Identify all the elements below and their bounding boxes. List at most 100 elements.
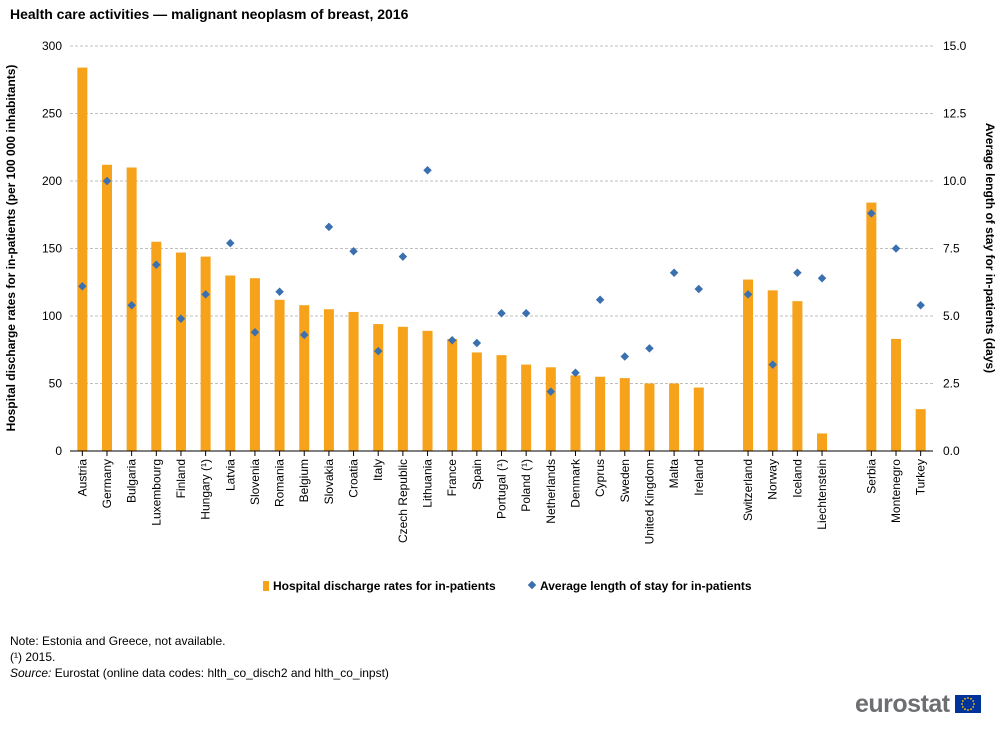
- bar: [644, 383, 655, 451]
- category-label: Switzerland: [741, 459, 755, 521]
- bar: [447, 338, 458, 451]
- right-tick-label: 7.5: [943, 242, 960, 256]
- bar: [767, 290, 778, 451]
- point: [226, 238, 235, 248]
- point: [669, 268, 679, 278]
- bar: [915, 409, 926, 451]
- category-label: United Kingdom: [642, 459, 656, 544]
- point: [472, 338, 482, 348]
- bar: [471, 352, 482, 451]
- point: [546, 387, 556, 396]
- category-label: Romania: [273, 459, 287, 507]
- category-label: Croatia: [347, 459, 361, 498]
- source-text: Eurostat (online data codes: hlth_co_dis…: [51, 666, 389, 680]
- point: [916, 300, 925, 310]
- category-label: Hungary (¹): [199, 459, 213, 520]
- flag-star: [961, 706, 964, 708]
- bar: [200, 256, 211, 451]
- bar: [225, 275, 236, 451]
- category-label: Czech Republic: [396, 459, 410, 543]
- point-series: [78, 165, 925, 396]
- category-label: Germany: [100, 459, 114, 508]
- bar: [619, 378, 630, 451]
- category-label: Cyprus: [593, 459, 607, 497]
- right-tick-label: 12.5: [943, 107, 967, 121]
- category-label: Lithuania: [421, 459, 435, 508]
- combo-chart: 0 50 100 150 200 250 300 0.0 2.5 5.0 7.5 10.0 12.5 1…: [4, 39, 997, 593]
- left-axis-title: Hospital discharge rates for in-patients…: [4, 65, 18, 432]
- point: [423, 165, 432, 175]
- footnote-text: (¹) 2015.: [10, 650, 56, 664]
- left-tick-label: 300: [42, 39, 62, 53]
- category-label: Ireland: [692, 459, 706, 496]
- category-label: Italy: [371, 459, 385, 481]
- left-axis-ticks: 0 50 100 150 200 250 300: [42, 39, 62, 458]
- eurostat-logo: eurostat: [855, 690, 981, 718]
- gridlines: [70, 45, 933, 384]
- bar: [817, 433, 828, 451]
- flag-star: [966, 709, 969, 711]
- category-label: Iceland: [790, 459, 804, 498]
- source-label: Source:: [10, 666, 52, 680]
- flag-star: [963, 697, 966, 700]
- point: [102, 176, 112, 186]
- bar: [299, 305, 310, 451]
- bar: [570, 375, 581, 451]
- point: [250, 327, 260, 337]
- point: [793, 268, 802, 278]
- point: [743, 290, 753, 299]
- point: [127, 300, 136, 310]
- note-text: Note: Estonia and Greece, not available.: [10, 634, 226, 648]
- point: [152, 260, 161, 269]
- flag-star: [969, 708, 972, 711]
- category-label: Spain: [470, 459, 484, 490]
- bar: [274, 299, 285, 451]
- point: [817, 273, 827, 283]
- flag-star: [966, 697, 969, 699]
- bar: [521, 364, 532, 451]
- point: [497, 309, 506, 318]
- point: [373, 346, 383, 356]
- bar: [545, 367, 556, 451]
- flag-star: [969, 697, 972, 700]
- category-label: Denmark: [568, 458, 582, 508]
- left-tick-label: 0: [55, 444, 62, 458]
- right-tick-label: 5.0: [943, 309, 960, 323]
- chart-title: Health care activities — malignant neopl…: [10, 6, 409, 22]
- bar: [891, 338, 902, 451]
- point: [571, 368, 580, 377]
- bar: [595, 376, 606, 451]
- point: [78, 282, 87, 291]
- bar: [101, 164, 112, 452]
- source-line: Source: Eurostat (online data codes: hlt…: [10, 665, 389, 681]
- category-label: Slovenia: [248, 459, 262, 505]
- category-label: Malta: [667, 459, 681, 489]
- category-label: Latvia: [223, 459, 237, 491]
- bar: [323, 309, 334, 451]
- point: [300, 330, 309, 340]
- point: [447, 336, 457, 345]
- bar: [496, 355, 507, 451]
- point: [768, 360, 777, 369]
- legend: Hospital discharge rates for in-patients…: [263, 579, 752, 593]
- category-label: Belgium: [297, 459, 311, 502]
- right-tick-label: 10.0: [943, 174, 967, 188]
- category-label: Turkey: [914, 459, 928, 495]
- legend-point-label: Average length of stay for in-patients: [540, 579, 752, 593]
- flag-star: [971, 706, 974, 708]
- left-tick-label: 200: [42, 174, 62, 188]
- legend-bar-label: Hospital discharge rates for in-patients: [273, 579, 496, 593]
- bar-series: [77, 67, 926, 452]
- axes: [70, 450, 933, 456]
- flag-star: [960, 703, 963, 705]
- legend-point-swatch: [527, 580, 537, 590]
- category-label: Netherlands: [544, 459, 558, 524]
- flag-star: [971, 700, 974, 702]
- bar: [792, 301, 803, 451]
- point: [891, 244, 901, 253]
- flag-star: [972, 703, 975, 705]
- bar: [669, 383, 680, 451]
- right-axis-ticks: 0.0 2.5 5.0 7.5 10.0 12.5 15.0: [943, 39, 967, 458]
- left-tick-label: 50: [49, 377, 63, 391]
- right-tick-label: 2.5: [943, 377, 960, 391]
